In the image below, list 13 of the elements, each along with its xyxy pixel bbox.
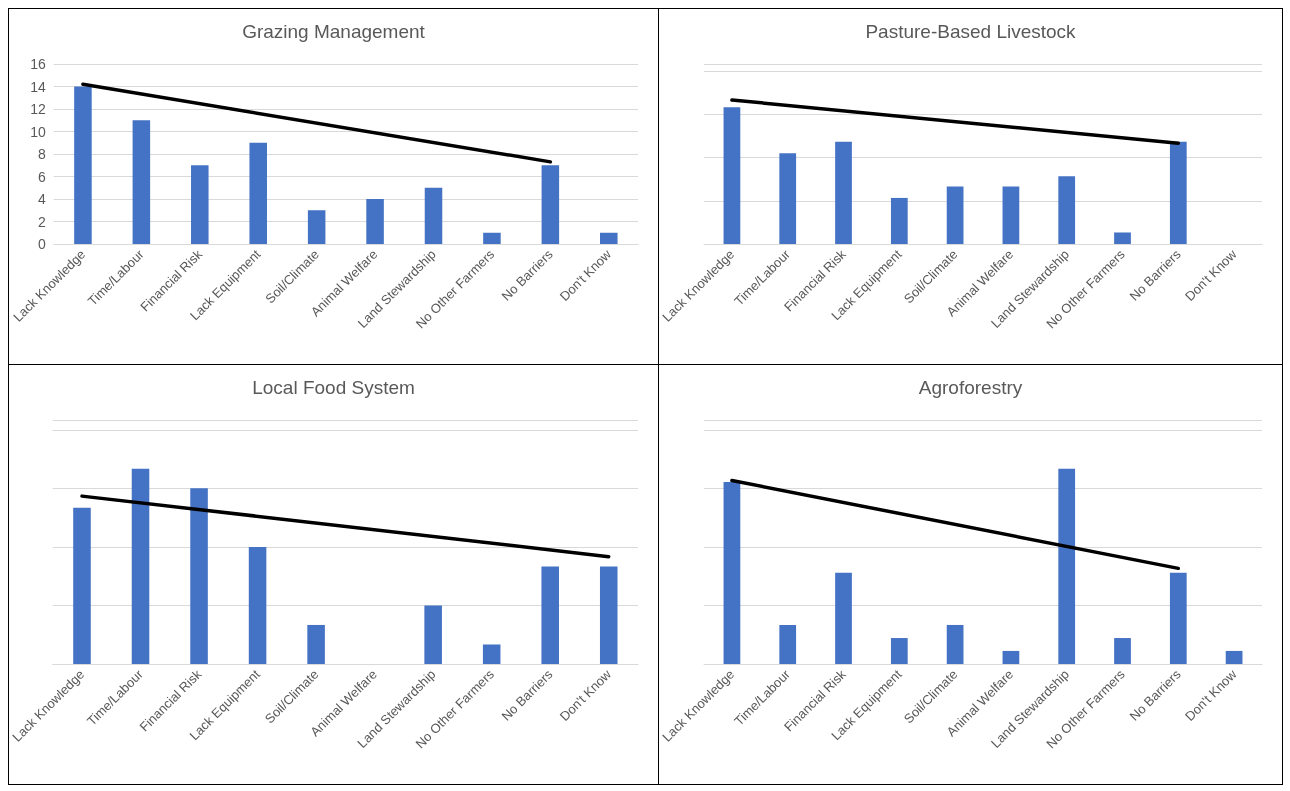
y-tick-label: 2 bbox=[37, 213, 46, 230]
y-tick-label: 16 bbox=[30, 56, 46, 72]
y-tick-label: 6 bbox=[37, 168, 46, 185]
y-tick-label: 10 bbox=[30, 123, 46, 140]
y-tick-label: 12 bbox=[30, 101, 46, 117]
chart-title: Pasture-Based Livestock bbox=[865, 21, 1077, 42]
chart-title: Local Food System bbox=[252, 377, 415, 398]
chart-title: Grazing Management bbox=[242, 21, 426, 42]
y-tick-label: 14 bbox=[30, 78, 46, 95]
y-tick-label: 8 bbox=[37, 146, 46, 162]
y-tick-label: 4 bbox=[37, 191, 46, 207]
y-tick-label: 0 bbox=[37, 236, 46, 252]
chart-title: Agroforestry bbox=[918, 377, 1023, 398]
